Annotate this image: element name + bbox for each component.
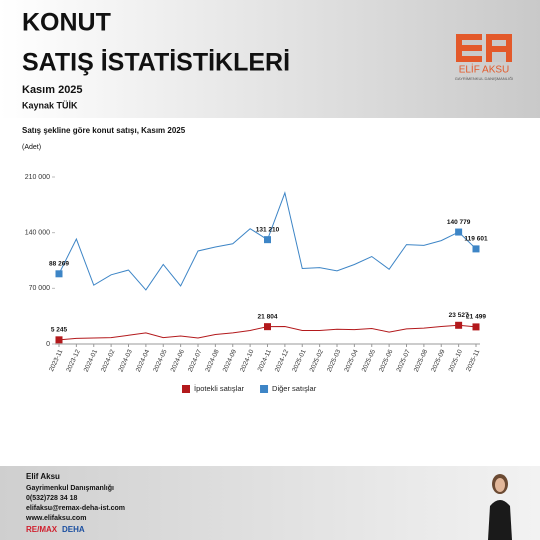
point-marker [455,321,463,329]
period: Kasım 2025 [22,84,83,96]
brand: RE/MAX [26,525,58,534]
office: DEHA [62,525,85,534]
legend-swatch [182,385,190,393]
data-label: 21 499 [466,314,486,321]
logo: ELİF AKSU GAYRİMENKUL DANIŞMANLIĞI [455,34,513,81]
point-marker [472,323,480,331]
contact-name: Elif Aksu [26,472,60,481]
data-label: 140 779 [447,219,471,226]
legend-swatch [260,385,269,393]
contact-role: Gayrimenkul Danışmanlığı [26,485,114,492]
contact-email: elifaksu@remax-deha-ist.com [26,505,125,512]
chart-bg [0,118,540,466]
point-marker [55,270,63,278]
logo-block [456,34,482,62]
y-tick-label: 0 [46,341,50,348]
legend-label: İpotekli satışlar [194,384,245,393]
logo-cut [492,40,506,46]
point-marker [472,245,480,253]
point-marker [455,228,463,236]
y-tick-label: 210 000 [25,174,50,181]
data-label: 131 210 [256,226,280,233]
logo-tagline: GAYRİMENKUL DANIŞMANLIĞI [455,76,513,81]
logo-name: ELİF AKSU [459,63,510,76]
chart-title: Satış şekline göre konut satışı, Kasım 2… [22,126,186,135]
point-marker [264,236,271,244]
chart-subtitle: (Adet) [22,144,41,151]
data-label: 23 527 [449,312,469,319]
logo-cut [462,40,482,45]
portrait [488,474,512,540]
data-label: 88 269 [49,261,69,268]
legend-label: Diğer satışlar [272,384,317,393]
source: Kaynak TÜİK [22,100,78,110]
logo-cut [492,52,506,62]
point-marker [264,323,271,331]
header-bg [0,0,540,118]
contact-web: www.elifaksu.com [25,515,86,522]
data-label: 5 245 [51,327,68,334]
contact-phone: 0(532)728 34 18 [26,495,77,502]
portrait-body [488,500,512,540]
data-label: 119 601 [464,236,488,243]
footer-bg [0,466,540,540]
portrait-face [495,478,505,492]
title-line2: SATIŞ İSTATİSTİKLERİ [22,49,290,77]
logo-cut [462,51,482,56]
y-tick-label: 70 000 [29,285,51,292]
y-tick-label: 140 000 [25,230,50,237]
point-marker [55,336,63,344]
title-line1: KONUT [22,9,111,37]
data-label: 21 804 [258,313,278,320]
